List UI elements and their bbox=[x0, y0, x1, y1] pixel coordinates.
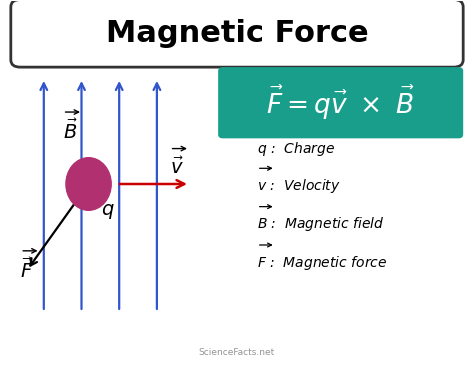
Text: ScienceFacts.net: ScienceFacts.net bbox=[199, 347, 275, 357]
Text: $B$ :  Magnetic field: $B$ : Magnetic field bbox=[257, 215, 384, 233]
Text: q: q bbox=[101, 200, 114, 219]
Text: $v$ :  Velocity: $v$ : Velocity bbox=[257, 177, 341, 195]
Text: $F$ :  Magnetic force: $F$ : Magnetic force bbox=[257, 254, 387, 272]
FancyBboxPatch shape bbox=[218, 67, 463, 138]
FancyBboxPatch shape bbox=[11, 0, 463, 67]
Text: Magnetic Force: Magnetic Force bbox=[106, 19, 368, 48]
Text: $\vec{v}$: $\vec{v}$ bbox=[170, 157, 183, 178]
Text: $\vec{B}$: $\vec{B}$ bbox=[63, 119, 78, 143]
Text: $\vec{F} = q\vec{v}\ \times\ \vec{B}$: $\vec{F} = q\vec{v}\ \times\ \vec{B}$ bbox=[266, 84, 415, 122]
Ellipse shape bbox=[66, 158, 111, 210]
Text: $\vec{F}$: $\vec{F}$ bbox=[20, 258, 34, 282]
Text: $q$ :  Charge: $q$ : Charge bbox=[257, 140, 335, 158]
